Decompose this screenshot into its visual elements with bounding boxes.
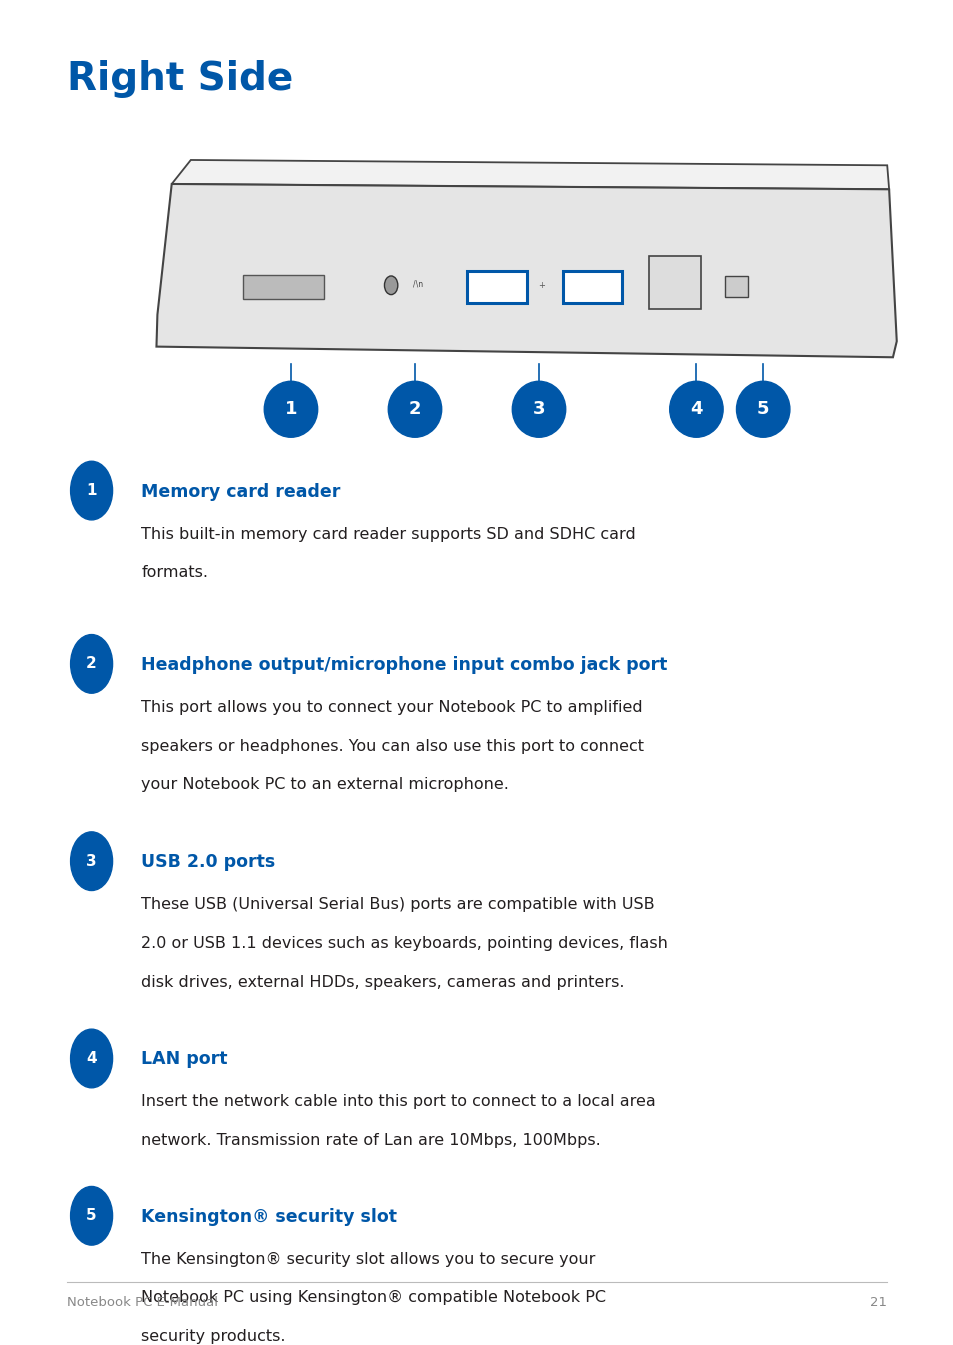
- Text: /\n: /\n: [413, 280, 422, 288]
- FancyBboxPatch shape: [243, 274, 324, 299]
- Polygon shape: [156, 184, 896, 358]
- Text: These USB (Universal Serial Bus) ports are compatible with USB: These USB (Universal Serial Bus) ports a…: [141, 897, 654, 912]
- Text: security products.: security products.: [141, 1329, 285, 1344]
- Circle shape: [71, 461, 112, 521]
- Text: Headphone output/microphone input combo jack port: Headphone output/microphone input combo …: [141, 656, 667, 674]
- Text: 2: 2: [408, 401, 421, 418]
- Circle shape: [71, 831, 112, 890]
- Ellipse shape: [736, 381, 789, 437]
- Circle shape: [71, 1029, 112, 1088]
- Circle shape: [384, 276, 397, 295]
- Text: Right Side: Right Side: [67, 61, 293, 98]
- FancyBboxPatch shape: [724, 276, 747, 297]
- Text: 2: 2: [86, 656, 97, 671]
- Text: 4: 4: [689, 401, 702, 418]
- Circle shape: [71, 635, 112, 693]
- FancyBboxPatch shape: [467, 270, 526, 303]
- Text: 4: 4: [86, 1050, 97, 1067]
- Text: This port allows you to connect your Notebook PC to amplified: This port allows you to connect your Not…: [141, 699, 642, 716]
- Ellipse shape: [388, 381, 441, 437]
- Text: The Kensington® security slot allows you to secure your: The Kensington® security slot allows you…: [141, 1252, 595, 1267]
- Text: Notebook PC using Kensington® compatible Notebook PC: Notebook PC using Kensington® compatible…: [141, 1290, 605, 1306]
- FancyBboxPatch shape: [648, 256, 700, 309]
- Text: 3: 3: [86, 854, 97, 869]
- Text: disk drives, external HDDs, speakers, cameras and printers.: disk drives, external HDDs, speakers, ca…: [141, 975, 624, 990]
- Text: USB 2.0 ports: USB 2.0 ports: [141, 853, 275, 872]
- Text: Memory card reader: Memory card reader: [141, 483, 340, 500]
- Text: This built-in memory card reader supports SD and SDHC card: This built-in memory card reader support…: [141, 527, 636, 542]
- Text: speakers or headphones. You can also use this port to connect: speakers or headphones. You can also use…: [141, 738, 643, 753]
- Text: Kensington® security slot: Kensington® security slot: [141, 1208, 396, 1225]
- Text: 5: 5: [86, 1208, 97, 1224]
- Ellipse shape: [669, 381, 722, 437]
- Text: 2.0 or USB 1.1 devices such as keyboards, pointing devices, flash: 2.0 or USB 1.1 devices such as keyboards…: [141, 936, 667, 951]
- Text: network. Transmission rate of Lan are 10Mbps, 100Mbps.: network. Transmission rate of Lan are 10…: [141, 1132, 600, 1149]
- Text: LAN port: LAN port: [141, 1050, 228, 1068]
- Polygon shape: [172, 160, 888, 190]
- Text: 21: 21: [869, 1295, 886, 1309]
- Text: +: +: [537, 281, 545, 289]
- Circle shape: [71, 1186, 112, 1245]
- Text: 1: 1: [86, 483, 97, 498]
- Text: Notebook PC E-Manual: Notebook PC E-Manual: [67, 1295, 217, 1309]
- Text: Insert the network cable into this port to connect to a local area: Insert the network cable into this port …: [141, 1095, 656, 1110]
- Ellipse shape: [512, 381, 565, 437]
- Text: 1: 1: [284, 401, 297, 418]
- Ellipse shape: [264, 381, 317, 437]
- FancyBboxPatch shape: [562, 270, 621, 303]
- Text: 3: 3: [532, 401, 545, 418]
- Text: 5: 5: [756, 401, 769, 418]
- Text: formats.: formats.: [141, 565, 208, 580]
- Text: your Notebook PC to an external microphone.: your Notebook PC to an external micropho…: [141, 777, 509, 792]
